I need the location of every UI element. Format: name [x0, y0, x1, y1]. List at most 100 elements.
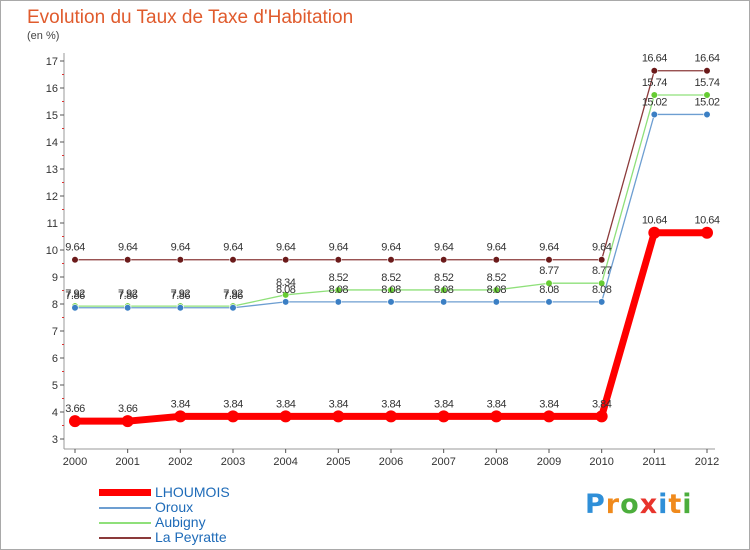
y-axis-unit-label: (en %): [27, 30, 60, 42]
y-tick-label: 6: [52, 353, 58, 365]
data-label: 3.84: [329, 398, 349, 410]
logo-letter: x: [639, 489, 659, 520]
data-point: [595, 410, 608, 423]
data-point: [492, 298, 500, 306]
data-label: 3.66: [118, 403, 138, 415]
legend-swatch: [99, 522, 151, 524]
data-point: [174, 410, 187, 423]
legend-label: Oroux: [155, 499, 194, 515]
data-label: 8.34: [276, 277, 296, 289]
legend-swatch: [99, 489, 151, 496]
data-label: 16.64: [642, 53, 667, 65]
data-point: [334, 256, 342, 264]
data-label: 8.08: [276, 284, 296, 296]
y-tick-label: 16: [46, 83, 58, 95]
data-point: [545, 279, 553, 287]
data-point: [492, 256, 500, 264]
data-point: [279, 410, 292, 423]
data-label: 8.08: [434, 284, 454, 296]
y-tick-label: 4: [52, 407, 58, 419]
y-tick-label: 15: [46, 110, 58, 122]
y-tick-label: 10: [46, 245, 58, 257]
data-label: 3.84: [592, 398, 612, 410]
logo-letter: r: [605, 489, 621, 520]
y-tick-label: 3: [52, 434, 58, 446]
data-label: 7.86: [65, 290, 85, 302]
data-point: [387, 298, 395, 306]
x-tick-label: 2007: [431, 456, 455, 468]
data-point: [387, 256, 395, 264]
data-point: [69, 415, 81, 428]
legend-label: La Peyratte: [155, 529, 227, 545]
data-point: [650, 91, 658, 99]
series-line: [75, 70, 707, 261]
data-point: [440, 256, 448, 264]
x-tick-label: 2000: [63, 456, 87, 468]
data-point: [650, 110, 658, 119]
data-label: 9.64: [592, 242, 612, 254]
data-label: 9.64: [65, 242, 85, 254]
data-point: [648, 226, 661, 239]
data-point: [650, 67, 658, 75]
data-point: [545, 256, 553, 264]
data-label: 8.08: [329, 284, 349, 296]
data-label: 7.86: [171, 290, 191, 302]
data-label: 8.08: [592, 284, 612, 296]
proxiti-logo: Proxiti: [585, 489, 693, 520]
data-label: 15.02: [642, 96, 667, 108]
data-label: 9.64: [434, 242, 454, 254]
data-point: [440, 298, 448, 306]
data-point: [282, 298, 290, 306]
data-point: [440, 286, 448, 294]
y-tick-label: 13: [46, 164, 58, 176]
data-label: 8.52: [487, 272, 507, 284]
data-label: 8.52: [329, 272, 349, 284]
data-point: [492, 286, 500, 294]
data-point: [598, 256, 606, 264]
y-tick-label: 8: [52, 299, 58, 311]
data-label: 8.08: [539, 284, 559, 296]
y-tick-label: 17: [46, 56, 58, 68]
data-point: [124, 256, 132, 264]
x-tick-label: 2011: [643, 456, 667, 468]
data-label: 15.02: [694, 96, 719, 108]
data-point: [703, 91, 711, 99]
y-tick-label: 14: [46, 137, 58, 149]
data-point: [598, 298, 606, 306]
data-label: 3.84: [381, 398, 401, 410]
data-label: 16.64: [694, 53, 719, 65]
data-label: 8.77: [539, 265, 559, 277]
y-tick-label: 5: [52, 380, 58, 392]
x-tick-label: 2001: [115, 456, 139, 468]
data-label: 7.92: [223, 288, 243, 300]
x-tick-label: 2009: [537, 456, 561, 468]
data-point: [229, 304, 237, 312]
x-tick-label: 2005: [326, 456, 350, 468]
data-point: [490, 410, 503, 423]
data-point: [121, 415, 134, 428]
data-label: 7.86: [118, 290, 138, 302]
data-label: 10.64: [694, 215, 719, 227]
data-point: [176, 256, 184, 264]
y-tick-label: 9: [52, 272, 58, 284]
data-label: 15.74: [642, 77, 667, 89]
data-point: [387, 286, 395, 294]
x-tick-label: 2008: [484, 456, 508, 468]
data-label: 3.84: [276, 398, 296, 410]
data-point: [703, 67, 711, 75]
data-point: [334, 286, 342, 294]
data-label: 9.64: [329, 242, 349, 254]
data-label: 3.66: [65, 403, 85, 415]
data-point: [334, 298, 342, 306]
data-label: 9.64: [276, 242, 296, 254]
logo-letter: P: [585, 489, 606, 520]
data-label: 9.64: [118, 242, 138, 254]
legend-label: Aubigny: [155, 514, 206, 530]
data-label: 3.84: [171, 398, 191, 410]
data-point: [545, 298, 553, 306]
data-label: 7.92: [65, 288, 85, 300]
data-label: 10.64: [642, 215, 667, 227]
data-point: [71, 256, 79, 264]
